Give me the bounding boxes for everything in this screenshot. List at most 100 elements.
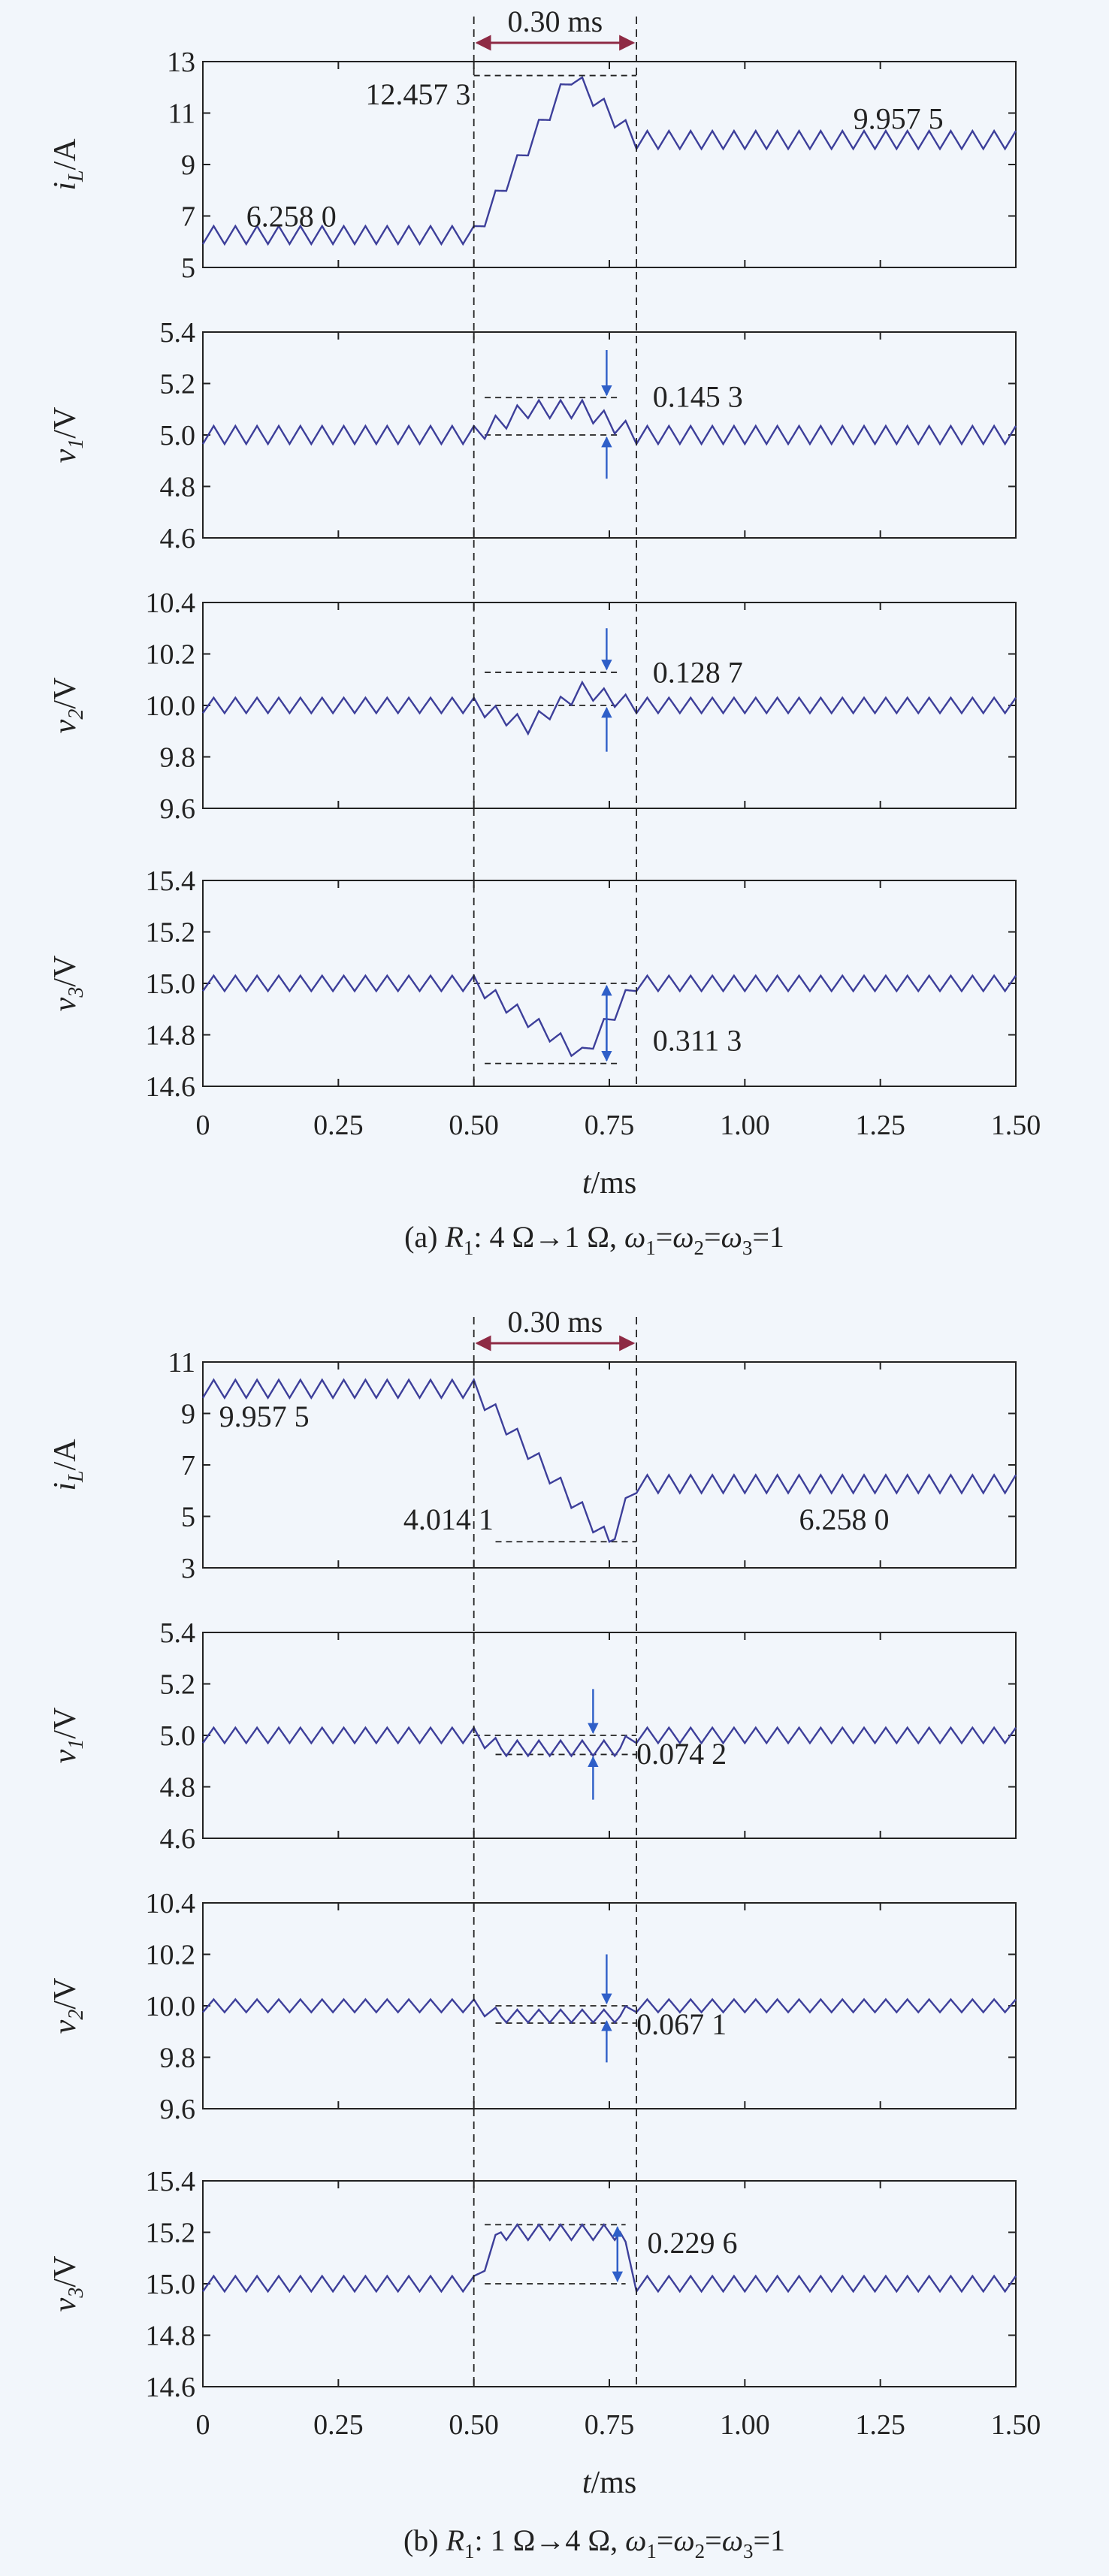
y-tick-label: 4.6 — [160, 523, 196, 554]
y-tick-label: 15.0 — [146, 2269, 196, 2300]
plot-frame — [202, 331, 1017, 539]
x-tick-label: 1.00 — [720, 1110, 770, 1141]
y-axis-label: v2/V — [48, 1978, 88, 2034]
duration-label: 0.30 ms — [508, 1305, 603, 1339]
y-axis-label: v1/V — [48, 1708, 88, 1764]
y-tick-label: 10.0 — [146, 690, 196, 722]
value-annotation: 0.311 3 — [653, 1023, 742, 1057]
y-tick-label: 15.0 — [146, 968, 196, 1000]
y-axis-label: v2/V — [48, 678, 88, 734]
x-tick-label: 0.50 — [449, 2409, 499, 2441]
value-annotation: 0.074 2 — [636, 1737, 727, 1771]
y-tick-label: 15.4 — [146, 865, 196, 897]
series-v3 — [202, 974, 1017, 1058]
series-iL — [201, 1377, 1017, 1543]
y-tick-label: 4.6 — [160, 1823, 196, 1855]
x-tick-label: 1.25 — [855, 2409, 905, 2441]
plot-frame — [202, 602, 1017, 809]
plot-frame — [202, 1361, 1017, 1569]
subplot-a-v2: 9.6 9.8 10.0 10.2 10.4 v2/V 0.128 7 — [48, 587, 1017, 825]
y-tick-label: 9 — [181, 1399, 195, 1430]
y-tick-label: 5.2 — [160, 369, 196, 400]
y-tick-label: 14.8 — [146, 1020, 196, 1052]
series-v2 — [202, 680, 1017, 736]
y-tick-label: 14.8 — [146, 2321, 196, 2352]
y-tick-label: 5.0 — [160, 420, 196, 451]
value-annotation: 0.229 6 — [647, 2226, 737, 2260]
y-tick-label: 14.6 — [146, 1071, 196, 1103]
y-tick-label: 11 — [168, 98, 195, 130]
y-tick-label: 5.4 — [160, 317, 196, 349]
subplot-b-v1: 4.6 4.8 5.0 5.2 5.4 v1/V 0.074 2 — [48, 1617, 1017, 1855]
y-tick-label: 5.0 — [160, 1720, 196, 1752]
panel-caption: (b) R1: 1 Ω→4 Ω, ω1=ω2=ω3=1 — [403, 2523, 785, 2562]
y-tick-label: 14.6 — [146, 2372, 196, 2403]
value-annotation: 6.258 0 — [799, 1502, 889, 1536]
x-tick-label: 0.75 — [585, 1110, 635, 1141]
y-tick-label: 9.8 — [160, 742, 196, 774]
series-v2 — [202, 1998, 1017, 2025]
plot-frame — [202, 1632, 1017, 1839]
subplot-a-iL: 5 7 9 11 13 iL/A 6.258 0 12.457 3 9.957 5 — [48, 47, 1017, 284]
value-annotation: 0.128 7 — [653, 655, 743, 689]
y-tick-label: 5.2 — [160, 1669, 196, 1701]
x-axis-label: t/ms — [582, 2466, 636, 2500]
value-annotation: 9.957 5 — [219, 1400, 310, 1433]
series-iL — [201, 76, 1017, 246]
panel-caption: (a) R1: 4 Ω→1 Ω, ω1=ω2=ω3=1 — [404, 1220, 784, 1259]
x-tick-label: 1.25 — [855, 1110, 905, 1141]
x-tick-label: 1.00 — [720, 2409, 770, 2441]
value-annotation: 4.014 1 — [403, 1502, 494, 1536]
x-tick-label: 0.25 — [313, 2409, 364, 2441]
plot-frame — [202, 61, 1017, 268]
y-tick-label: 9.8 — [160, 2043, 196, 2074]
value-annotation: 12.457 3 — [365, 77, 470, 111]
y-axis-label: v3/V — [48, 2256, 88, 2312]
subplot-a-v1: 4.6 4.8 5.0 5.2 5.4 v1/V 0.145 3 — [48, 317, 1017, 554]
y-tick-label: 9 — [181, 149, 195, 181]
y-tick-label: 15.2 — [146, 2218, 196, 2249]
panel-b: 3 5 7 9 11 iL/A 9.957 5 4.014 1 6.258 0 4.6 4.8 5.0… — [48, 1305, 1041, 2562]
y-tick-label: 5 — [181, 252, 195, 284]
y-tick-label: 10.4 — [146, 1888, 196, 1919]
y-tick-label: 7 — [181, 1450, 195, 1481]
y-tick-label: 5.4 — [160, 1617, 196, 1649]
value-annotation: 0.067 1 — [636, 2007, 727, 2041]
y-tick-label: 10.0 — [146, 1991, 196, 2022]
x-tick-label: 0.75 — [585, 2409, 635, 2441]
series-v3 — [202, 2223, 1017, 2294]
x-tick-label: 0 — [196, 2409, 210, 2441]
y-axis-label: iL/A — [48, 138, 88, 191]
y-tick-label: 15.4 — [146, 2166, 196, 2197]
y-axis-label: iL/A — [48, 1439, 88, 1491]
subplot-b-v3: 14.6 14.8 15.0 15.2 15.4 v3/V 0.229 6 0 0.25 0.50… — [48, 2166, 1041, 2441]
y-tick-label: 4.8 — [160, 472, 196, 503]
x-tick-label: 1.50 — [991, 2409, 1041, 2441]
x-tick-label: 0.50 — [449, 1110, 499, 1141]
y-tick-label: 9.6 — [160, 793, 196, 825]
subplot-b-iL: 3 5 7 9 11 iL/A 9.957 5 4.014 1 6.258 0 — [48, 1347, 1017, 1584]
y-tick-label: 9.6 — [160, 2094, 196, 2125]
y-tick-label: 11 — [168, 1347, 195, 1379]
x-tick-label: 0.25 — [313, 1110, 364, 1141]
y-tick-label: 5 — [181, 1502, 195, 1533]
subplot-a-v3: 14.6 14.8 15.0 15.2 15.4 v3/V 0.311 3 0 0.25 0.50… — [48, 865, 1041, 1141]
plot-frame — [202, 2180, 1017, 2387]
y-tick-label: 7 — [181, 201, 195, 233]
y-axis-label: v3/V — [48, 956, 88, 1012]
duration-label: 0.30 ms — [508, 5, 603, 38]
y-tick-label: 10.4 — [146, 587, 196, 619]
y-tick-label: 15.2 — [146, 917, 196, 949]
x-tick-label: 1.50 — [991, 1110, 1041, 1141]
series-v1 — [201, 398, 1017, 446]
plot-frame — [202, 1902, 1017, 2109]
x-tick-label: 0 — [196, 1110, 210, 1141]
panel-a: 5 7 9 11 13 iL/A 6.258 0 12.457 3 9.957 5 4.6 4.8 5… — [48, 5, 1041, 1259]
y-tick-label: 10.2 — [146, 1940, 196, 1971]
subplot-b-v2: 9.6 9.8 10.0 10.2 10.4 v2/V 0.067 1 — [48, 1888, 1017, 2125]
series-v1 — [202, 1726, 1017, 1758]
y-tick-label: 10.2 — [146, 639, 196, 671]
y-axis-label: v1/V — [48, 407, 88, 464]
x-axis-label: t/ms — [582, 1166, 636, 1200]
